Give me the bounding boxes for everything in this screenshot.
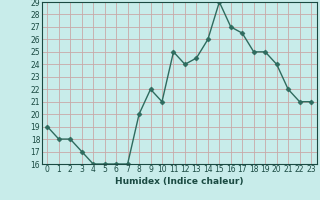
X-axis label: Humidex (Indice chaleur): Humidex (Indice chaleur): [115, 177, 244, 186]
